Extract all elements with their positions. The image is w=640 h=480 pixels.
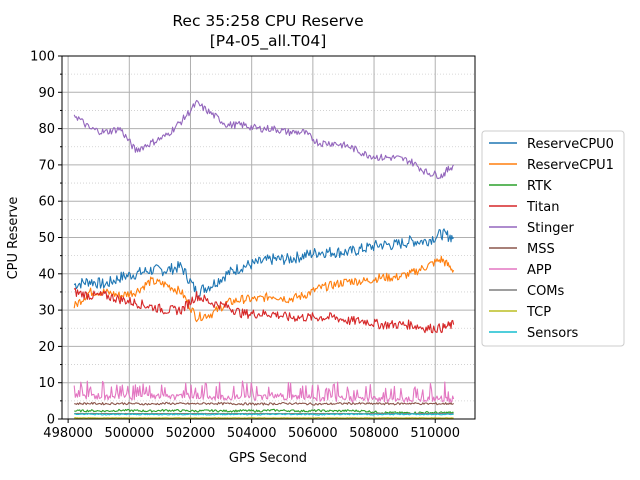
series-line-titan xyxy=(73,287,455,334)
y-tick-label: 40 xyxy=(38,267,55,282)
series-line-stinger xyxy=(73,99,455,180)
x-tick-label: 502000 xyxy=(166,426,216,441)
chart-subtitle: [P4-05_all.T04] xyxy=(210,32,327,51)
legend-label-reservecpu0: ReserveCPU0 xyxy=(527,137,614,152)
y-tick-label: 10 xyxy=(38,376,55,391)
grid xyxy=(62,55,475,420)
legend-frame xyxy=(481,130,625,347)
series-line-reservecpu1 xyxy=(73,255,455,323)
x-tick-label: 500000 xyxy=(104,426,154,441)
x-tick-label: 498000 xyxy=(43,426,93,441)
y-tick-label: 70 xyxy=(38,158,55,173)
legend-label-coms: COMs xyxy=(527,284,565,299)
x-tick-label: 510000 xyxy=(410,426,460,441)
series-line-rtk xyxy=(74,408,454,415)
chart-title: Rec 35:258 CPU Reserve xyxy=(172,12,363,30)
legend-label-reservecpu1: ReserveCPU1 xyxy=(527,158,614,173)
series-line-reservecpu0 xyxy=(73,228,455,298)
series-line-sensors xyxy=(74,413,454,416)
x-tick-label: 504000 xyxy=(227,426,277,441)
legend-label-tcp: TCP xyxy=(526,305,551,320)
y-tick-label: 90 xyxy=(38,86,55,101)
legend-label-rtk: RTK xyxy=(527,179,552,194)
y-tick-label: 20 xyxy=(38,340,55,355)
legend-label-app: APP xyxy=(527,263,552,278)
legend-label-titan: Titan xyxy=(526,200,559,215)
y-axis: 0 10 20 30 40 50 60 70 80 90 100 xyxy=(30,50,62,428)
x-axis-label: GPS Second xyxy=(229,451,307,466)
y-tick-label: 30 xyxy=(38,304,55,319)
y-tick-label: 60 xyxy=(38,195,55,210)
y-tick-label: 80 xyxy=(38,122,55,137)
series-line-app xyxy=(73,380,455,403)
legend-label-sensors: Sensors xyxy=(527,326,579,341)
x-tick-label: 506000 xyxy=(288,426,338,441)
series-layer xyxy=(73,99,455,419)
legend-label-stinger: Stinger xyxy=(527,221,574,236)
legend: ReserveCPU0 ReserveCPU1 RTK Titan Stinger MSS… xyxy=(481,130,625,347)
x-tick-label: 508000 xyxy=(349,426,399,441)
y-axis-label: CPU Reserve xyxy=(6,197,21,280)
y-tick-label: 50 xyxy=(38,231,55,246)
legend-label-mss: MSS xyxy=(527,242,555,257)
series-line-mss xyxy=(74,401,454,406)
y-tick-label: 0 xyxy=(47,413,55,428)
x-axis: 498000 500000 502000 504000 506000 508000 5100… xyxy=(43,419,460,441)
y-tick-label: 100 xyxy=(30,50,55,65)
